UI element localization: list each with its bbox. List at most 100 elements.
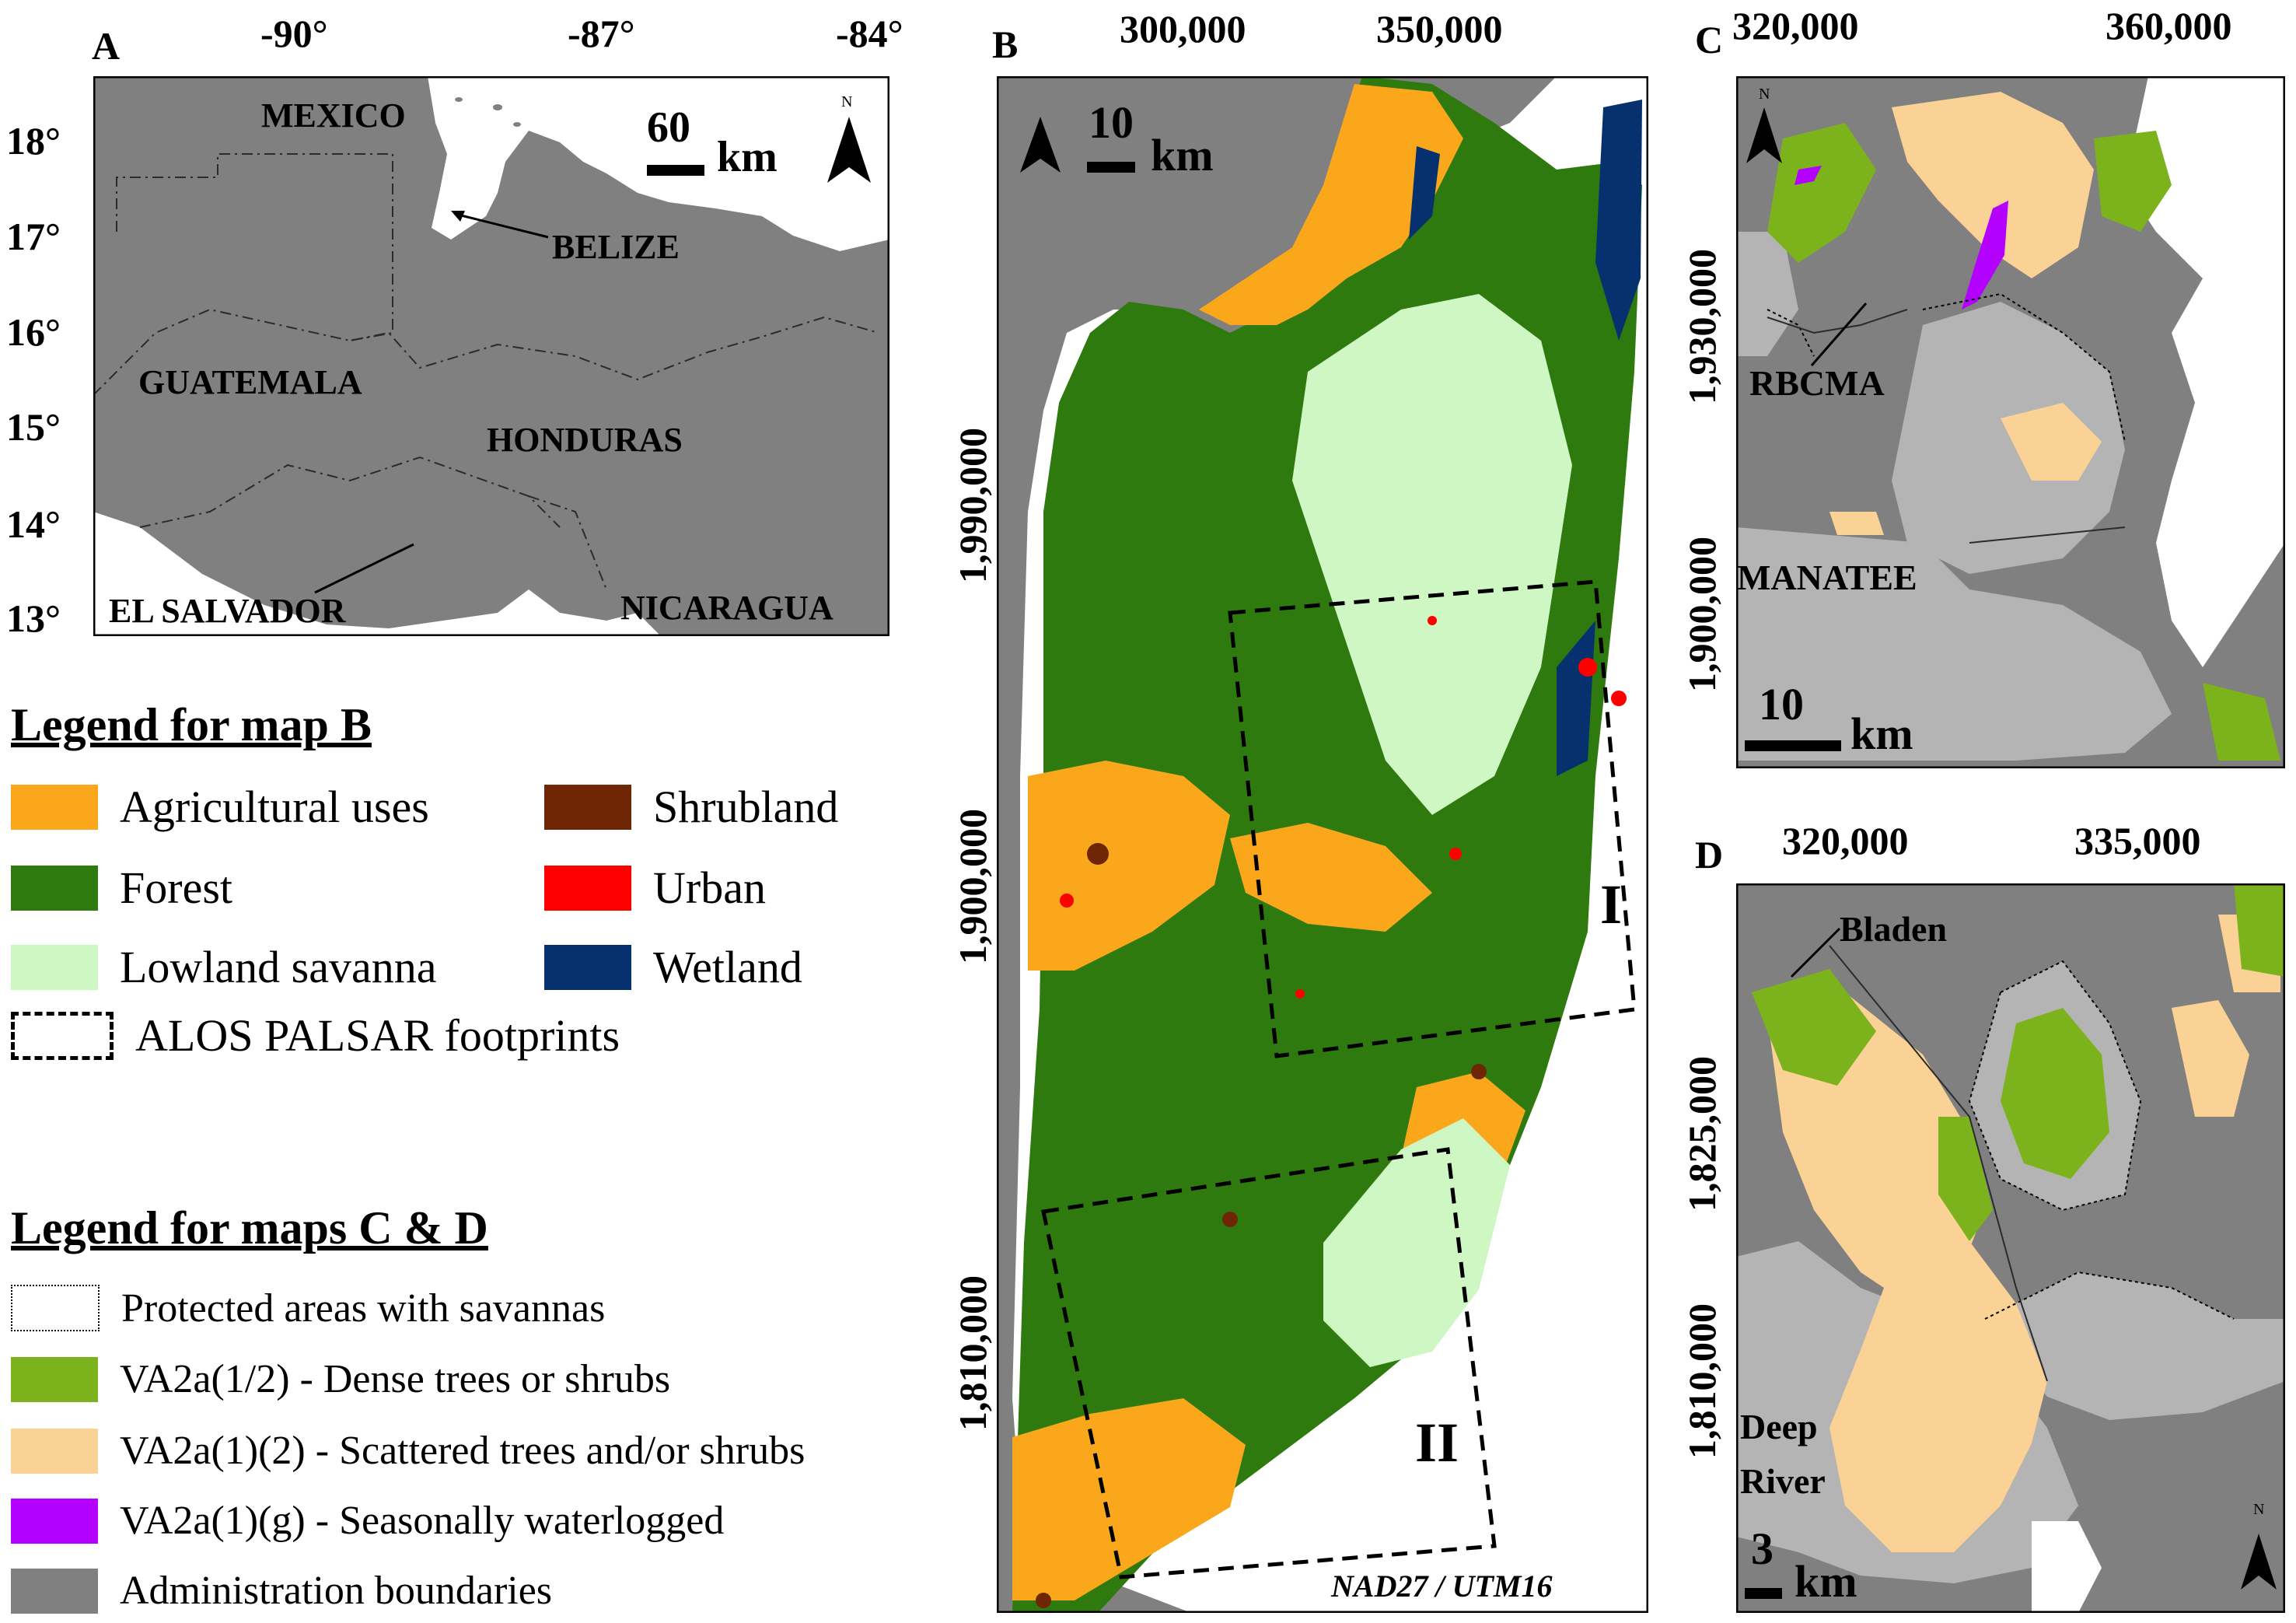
- scattered-west: [1829, 512, 1884, 535]
- panel-b-top-tick: 300,000: [1120, 7, 1246, 51]
- rbcma-pointer: [1810, 303, 1868, 366]
- label-mexico: MEXICO: [261, 96, 406, 135]
- dense-bladen: [2001, 1008, 2109, 1179]
- waterlogged-1: [1962, 201, 2008, 310]
- legend-b-item-forest: Forest: [11, 862, 232, 914]
- panel-a-left-tick: 17°: [6, 215, 61, 258]
- footprint-label-i: I: [1600, 873, 1623, 936]
- legend-label: ALOS PALSAR footprints: [135, 1010, 620, 1061]
- panel-a-scale-value: 60: [647, 103, 690, 152]
- swatch-urban: [544, 865, 631, 911]
- swatch-footprints: [11, 1011, 114, 1060]
- legend-cd-item-protected: Protected areas with savannas: [11, 1285, 605, 1331]
- panel-a-left-tick: 15°: [6, 405, 61, 449]
- mexico-guatemala: [997, 76, 1557, 1613]
- central-area: [1985, 1272, 2285, 1420]
- legend-cd-item-dense: VA2a(1/2) - Dense trees or shrubs: [11, 1356, 670, 1402]
- scattered-mid: [2001, 403, 2102, 481]
- panel-d-north-label: N: [2253, 1501, 2265, 1518]
- legend-label: VA2a(1)(2) - Scattered trees and/or shru…: [120, 1429, 806, 1473]
- legend-b-item-agricultural: Agricultural uses: [11, 781, 429, 833]
- panel-d-scale-unit: km: [1795, 1556, 1857, 1607]
- panel-c-top-tick: 320,000: [1732, 4, 1859, 47]
- legend-cd-item-waterlogged: VA2a(1)(g) - Seasonally waterlogged: [11, 1498, 724, 1544]
- label-el-salvador: EL SALVADOR: [109, 592, 346, 630]
- footprints: [1041, 579, 1637, 1579]
- panel-a-left-tick: 13°: [6, 596, 61, 640]
- scattered-north: [1892, 92, 2094, 278]
- north-arrow-icon: [1020, 117, 1061, 173]
- label-manatee: MANATEE: [1737, 558, 1917, 597]
- dense-ne: [2234, 883, 2285, 977]
- crs-label: NAD27 / UTM16: [1331, 1569, 1553, 1604]
- swatch-agricultural: [11, 784, 98, 830]
- legend-cd-title: Legend for maps C & D: [11, 1202, 488, 1254]
- el-salvador-pointer: [314, 543, 414, 594]
- wetland-north: [1409, 146, 1440, 240]
- south-area: [1736, 527, 2172, 761]
- swatch-protected: [11, 1285, 100, 1331]
- panel-b-scale-bar: [1087, 162, 1135, 173]
- panel-b-left-tick: 1,900,000: [951, 809, 994, 964]
- label-rbcma: RBCMA: [1749, 363, 1885, 403]
- savanna-north: [1292, 294, 1572, 815]
- panel-a-scale-unit: km: [717, 133, 778, 181]
- agri-north: [1199, 84, 1463, 325]
- legend-cd-item-scattered: VA2a(1)(2) - Scattered trees and/or shru…: [11, 1428, 805, 1474]
- label-honduras: HONDURAS: [487, 421, 683, 459]
- legend-label: VA2a(1)(g) - Seasonally waterlogged: [120, 1499, 725, 1543]
- islands: [455, 97, 727, 231]
- west-area: [1736, 232, 1798, 356]
- panel-a-map: [93, 76, 889, 636]
- panel-b-letter: B: [992, 23, 1019, 66]
- legend-b-item-savanna: Lowland savanna: [11, 941, 436, 993]
- scattered-east: [2172, 1000, 2249, 1117]
- panel-c-map: [1736, 76, 2285, 768]
- panel-c-scale-value: 10: [1759, 679, 1804, 729]
- legend-label: Forest: [120, 862, 232, 913]
- panel-b-top-tick: 350,000: [1376, 7, 1503, 51]
- panel-a-top-tick: -90°: [260, 12, 328, 55]
- waterlogged-2: [1795, 166, 1822, 185]
- panel-a-scale-bar: [647, 165, 704, 176]
- panel-d-map: [1736, 883, 2285, 1613]
- legend-label: Administration boundaries: [120, 1569, 553, 1613]
- panel-b-scale-unit: km: [1151, 130, 1214, 180]
- panel-c-top-tick: 360,000: [2106, 4, 2232, 47]
- dense-south: [2203, 683, 2280, 761]
- label-river: River: [1740, 1461, 1826, 1501]
- north-arrow-icon: [827, 117, 871, 183]
- legend-label: Urban: [653, 862, 766, 913]
- swatch-savanna: [11, 944, 98, 990]
- agri-west: [1028, 761, 1230, 971]
- north-arrow-icon: [2241, 1534, 2277, 1590]
- legend-b-title: Legend for map B: [11, 699, 372, 750]
- panel-c-left-tick: 1,900,000: [1680, 537, 1724, 692]
- belize-pointer: [451, 211, 549, 239]
- urban-areas: [1060, 616, 1627, 999]
- panel-c-scale-bar: [1745, 740, 1841, 751]
- sea-area: [428, 76, 889, 251]
- agri-south: [1012, 1398, 1246, 1600]
- shrub-areas: [1036, 843, 1487, 1608]
- swatch-shrubland: [544, 784, 631, 830]
- legend-cd-item-admin: Administration boundaries: [11, 1568, 552, 1614]
- sea-area: [2125, 76, 2285, 667]
- panel-d-left-tick: 1,825,000: [1680, 1056, 1724, 1212]
- panel-d-scale-value: 3: [1751, 1523, 1774, 1574]
- panel-a-letter: A: [92, 24, 121, 68]
- legend-label: Protected areas with savannas: [121, 1285, 606, 1331]
- swatch-dense: [11, 1356, 98, 1402]
- legend-label: Shrubland: [653, 782, 839, 832]
- pacific: [93, 512, 661, 636]
- swatch-forest: [11, 865, 98, 911]
- panel-a-left-tick: 16°: [6, 310, 61, 354]
- panel-a-top-tick: -87°: [568, 12, 635, 55]
- legend-b-item-footprints: ALOS PALSAR footprints: [11, 1009, 620, 1062]
- legend-label: Lowland savanna: [120, 942, 437, 992]
- swatch-waterlogged: [11, 1498, 98, 1544]
- swatch-wetland: [544, 944, 631, 990]
- label-deep: Deep: [1740, 1407, 1818, 1446]
- panel-c-left-tick: 1,930,000: [1680, 249, 1724, 404]
- dense-north: [1767, 123, 1876, 263]
